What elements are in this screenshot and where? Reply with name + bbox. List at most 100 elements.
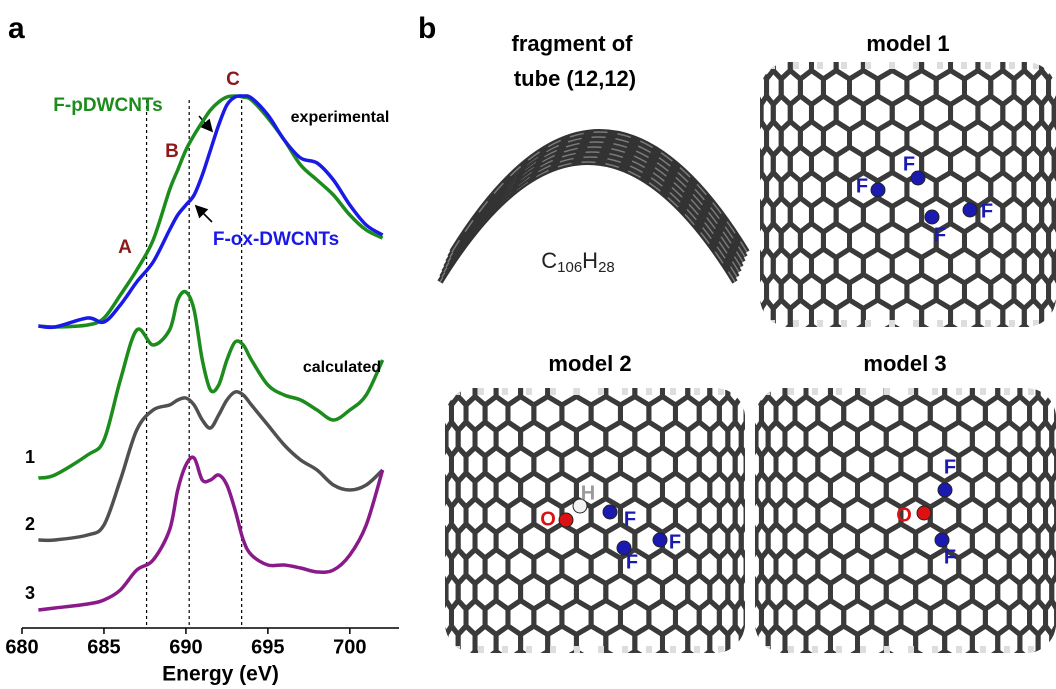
hexagon [438, 422, 439, 456]
arrow [197, 207, 212, 222]
hexagon [748, 550, 752, 584]
hexagon [892, 300, 921, 334]
hexagon [972, 626, 997, 660]
h-stub [788, 646, 794, 655]
hexagon [930, 652, 958, 686]
hexagon [606, 626, 635, 660]
h-stub [812, 386, 818, 395]
h-stub [764, 386, 770, 395]
h-stub [860, 386, 866, 395]
hexagon [438, 575, 439, 609]
atom [963, 203, 977, 217]
h-stub [788, 386, 794, 395]
h-stub [764, 646, 770, 655]
hexagon [823, 20, 849, 54]
h-stub [932, 646, 938, 655]
hexagon [753, 96, 754, 130]
hexagon [699, 652, 719, 686]
h-stub [1033, 60, 1039, 69]
hexagon [757, 326, 767, 360]
atom-label: O [540, 508, 556, 530]
x-axis-label: Energy (eV) [162, 663, 279, 686]
hexagon [748, 346, 752, 380]
hexagon [754, 300, 761, 334]
h-stub [1052, 386, 1056, 395]
h-stub [1052, 646, 1056, 655]
atom [935, 533, 949, 547]
hexagon [753, 122, 757, 156]
hexagon [752, 652, 762, 686]
hexagon [748, 601, 752, 635]
model-title: model 3 [863, 351, 946, 376]
atom-label: F [934, 224, 946, 246]
h-stub [889, 60, 895, 69]
hexagon [635, 626, 663, 660]
hexagon [438, 448, 442, 482]
hexagon [438, 346, 442, 380]
h-stub [985, 320, 991, 329]
h-stub [769, 60, 775, 69]
hexagon [688, 626, 710, 660]
hexagon [800, 20, 823, 54]
h-stub [884, 386, 890, 395]
hexagon [998, 626, 1020, 660]
h-stub [836, 386, 842, 395]
h-stub [841, 320, 847, 329]
h-stub [1033, 320, 1039, 329]
hexagon [496, 626, 521, 660]
hexagon [951, 300, 978, 334]
hexagon [836, 300, 863, 334]
h-stub [937, 60, 943, 69]
h-stub [1004, 646, 1010, 655]
model-title: model 2 [548, 351, 631, 376]
atom [559, 513, 573, 527]
hexagon [442, 652, 452, 686]
hexagon [1052, 626, 1056, 660]
hexagon [959, 652, 986, 686]
series-label: F-pDWCNTs [53, 95, 162, 116]
h-stub [908, 386, 914, 395]
h-stub [526, 386, 532, 395]
hexagon [985, 652, 1009, 686]
hexagon [790, 300, 811, 334]
hexagon [749, 473, 756, 507]
annotation: B [165, 141, 179, 162]
h-stub [742, 646, 748, 655]
atom-label: F [944, 546, 956, 568]
h-stub [865, 320, 871, 329]
hexagon [753, 300, 754, 334]
hexagon [773, 300, 790, 334]
hexagon [746, 550, 752, 584]
hexagon [753, 326, 757, 360]
hexagon [753, 147, 754, 181]
h-stub [622, 646, 628, 655]
hexagon [872, 652, 901, 686]
x-tick-label: 685 [87, 636, 120, 658]
hexagon [785, 626, 806, 660]
h-stub [884, 646, 890, 655]
x-tick-label: 700 [333, 636, 366, 658]
hexagon [757, 20, 767, 54]
hexagon [675, 346, 699, 380]
hexagon [1009, 346, 1029, 380]
atom-label: F [944, 456, 956, 478]
hexagon [767, 20, 782, 54]
hexagon [1049, 326, 1056, 360]
hexagon [830, 626, 857, 660]
hexagon [811, 300, 836, 334]
h-stub [961, 320, 967, 329]
fragment-title: fragment of [512, 31, 634, 56]
h-stub [670, 386, 676, 395]
hexagon [438, 371, 439, 405]
hexagon [466, 652, 485, 686]
h-stub [670, 646, 676, 655]
atom [871, 183, 885, 197]
hexagon [749, 626, 756, 660]
h-stub [817, 320, 823, 329]
hexagon [858, 626, 887, 660]
h-stub [860, 646, 866, 655]
hexagon [735, 346, 746, 380]
atom-label: F [903, 153, 915, 175]
hexagon [749, 524, 756, 558]
hexagon [754, 45, 761, 79]
